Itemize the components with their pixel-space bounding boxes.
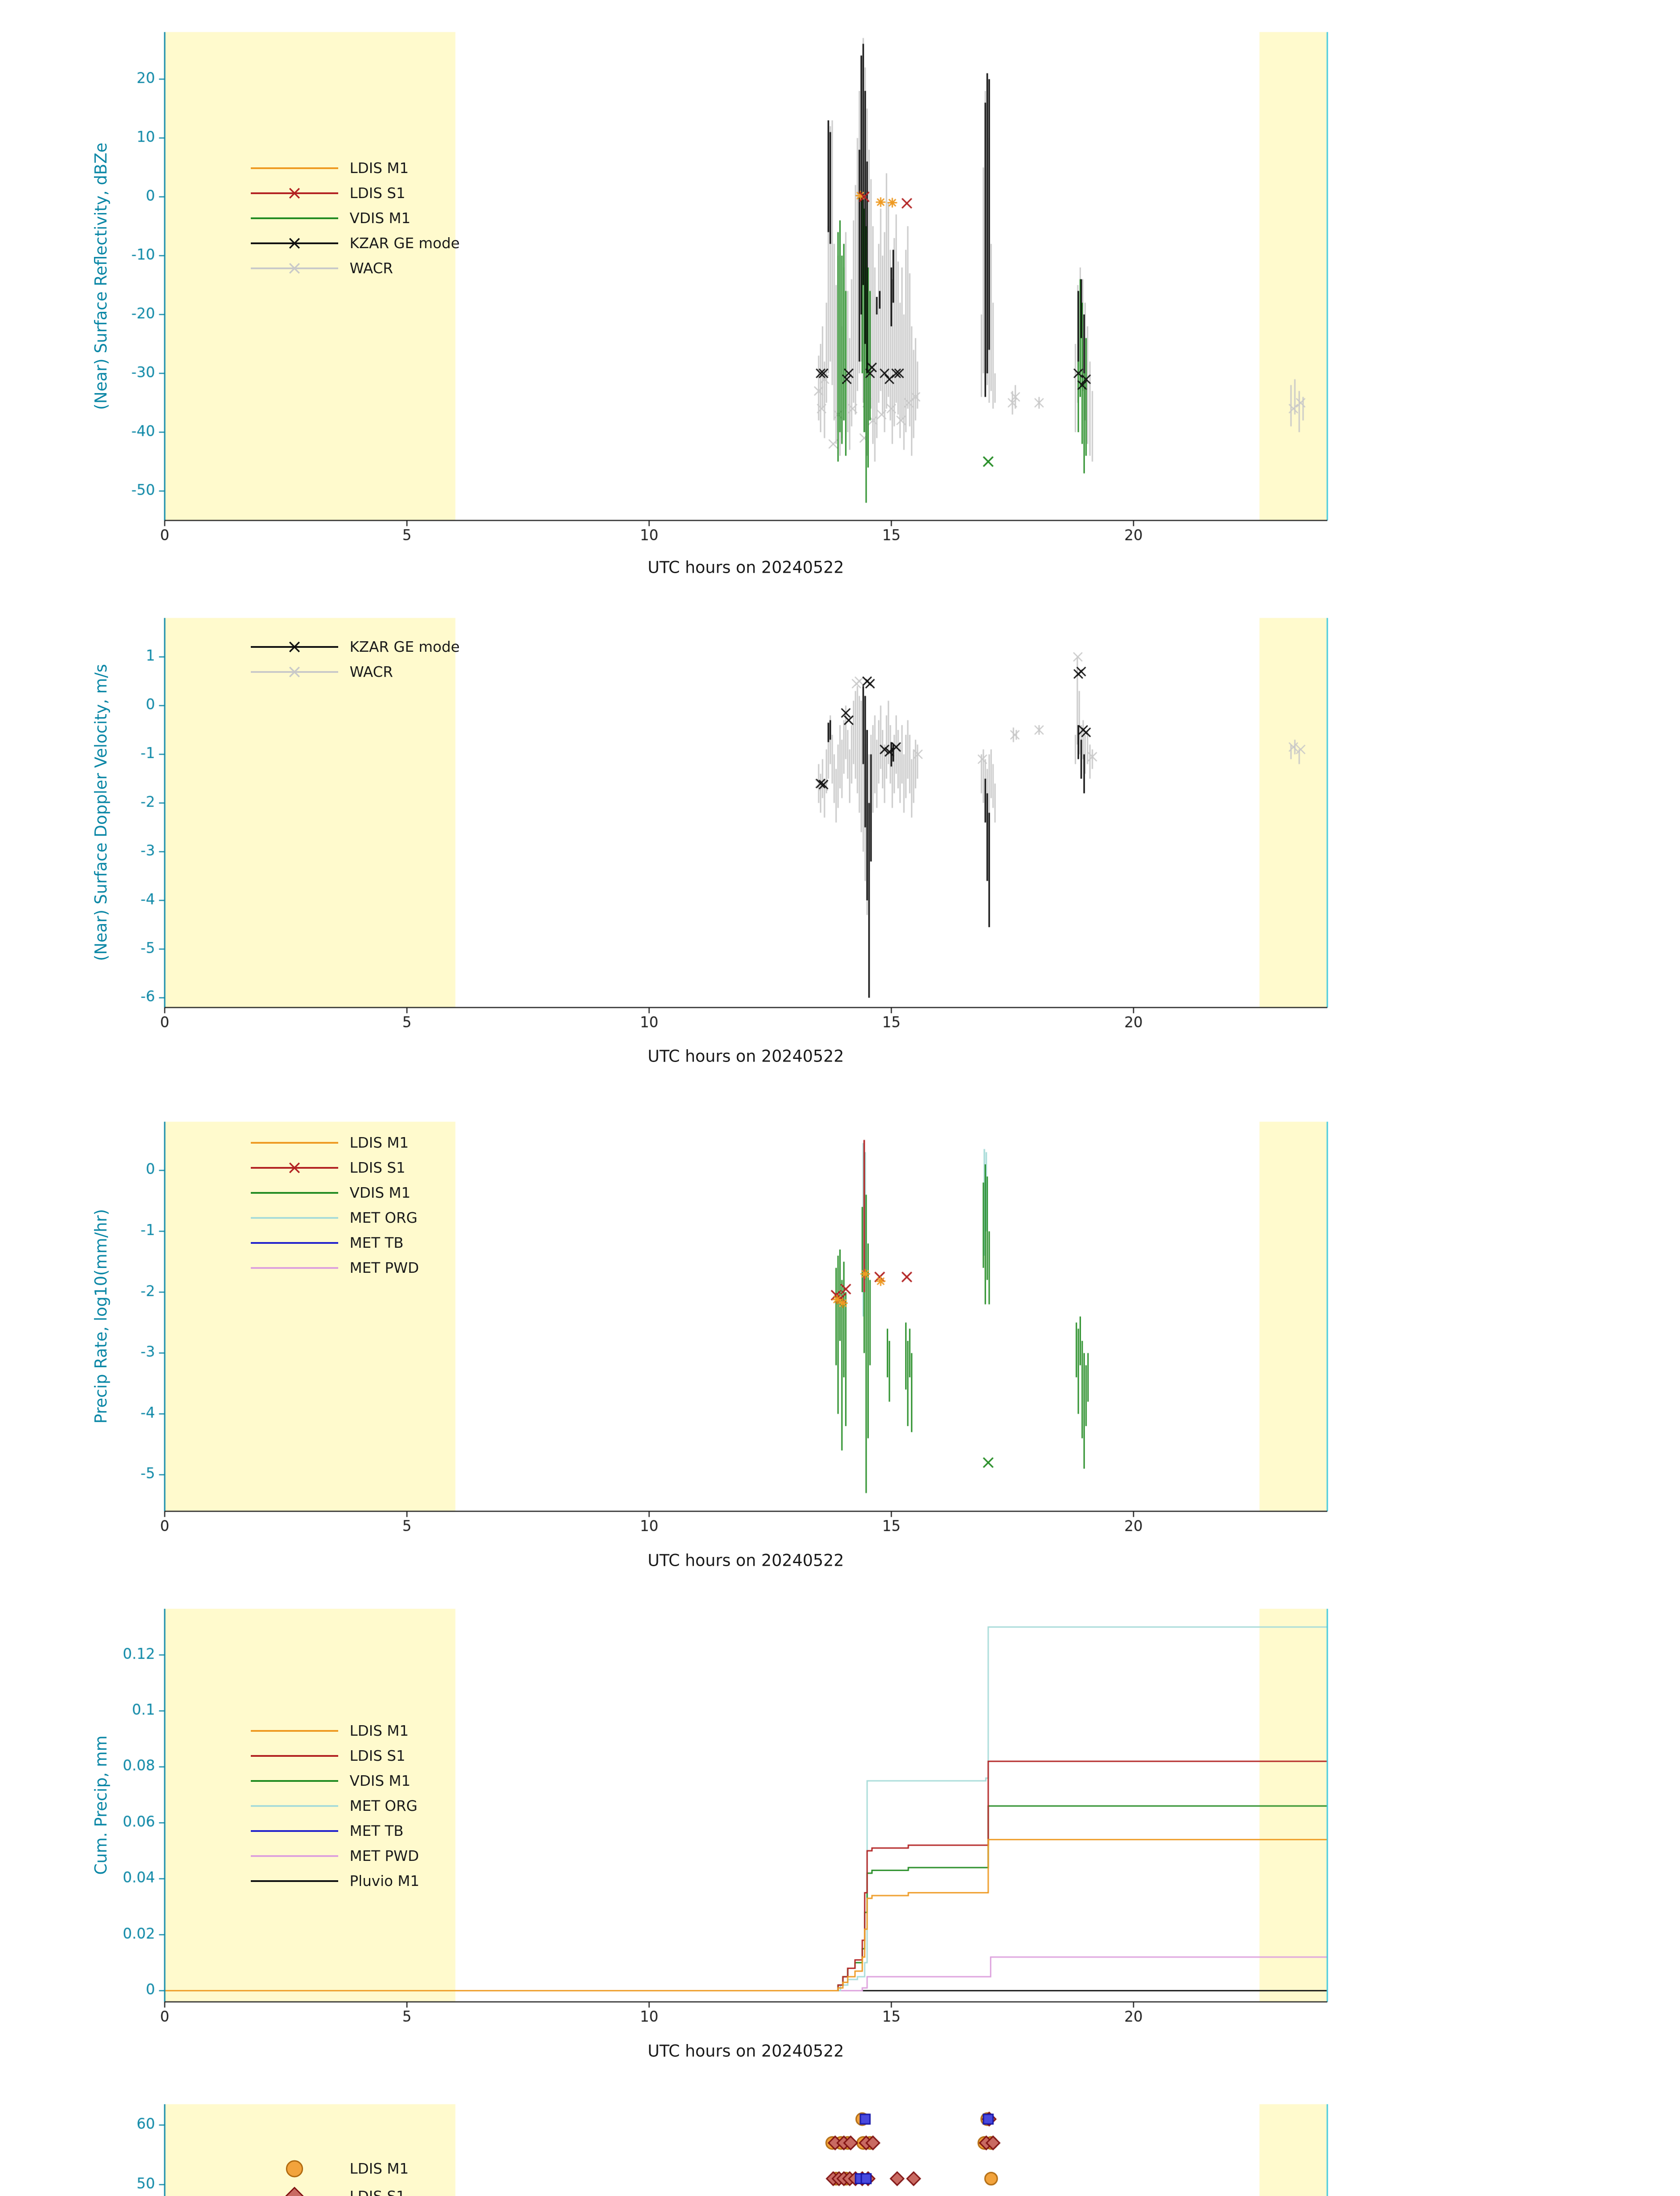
legend-item: LDIS S1 (249, 1743, 419, 1768)
legend-swatch (251, 1242, 338, 1244)
legend-label: Pluvio M1 (350, 1872, 419, 1889)
legend-item: KZAR GE mode (249, 231, 460, 256)
legend-reflectivity: LDIS M1 LDIS S1 VDIS M1 KZAR GE mode WACR (249, 155, 460, 281)
legend-label: MET PWD (350, 1847, 419, 1864)
legend-label: KZAR GE mode (350, 638, 460, 655)
legend-label: LDIS M1 (350, 1722, 409, 1739)
legend-item: MET PWD (249, 1843, 419, 1868)
legend-swatch (251, 217, 338, 219)
x-axis-label-panel-4: UTC hours on 20240522 (647, 2041, 844, 2061)
legend-swatch (251, 666, 338, 677)
legend-item: MET ORG (249, 1205, 419, 1230)
legend-item: VDIS M1 (249, 1768, 419, 1793)
legend-swatch (251, 1880, 338, 1882)
legend-label: LDIS M1 (350, 2160, 409, 2177)
legend-swatch (251, 1805, 338, 1807)
x-axis-label-panel-2: UTC hours on 20240522 (647, 1047, 844, 1066)
legend-item: WACR (249, 256, 460, 281)
legend-label: WACR (350, 663, 393, 680)
legend-label: VDIS M1 (350, 1184, 411, 1201)
legend-swatch (251, 1780, 338, 1782)
y-axis-label-cum-precip: Cum. Precip, mm (91, 1735, 111, 1875)
legend-swatch (251, 1162, 338, 1173)
legend-item: LDIS S1 (249, 2182, 419, 2196)
legend-item: WACR (249, 659, 460, 684)
legend-cum-precip: LDIS M1 LDIS S1 VDIS M1 MET ORG MET TB MET PW… (249, 1718, 419, 1893)
legend-swatch (251, 1830, 338, 1832)
legend-swatch (251, 238, 338, 249)
legend-item: KZAR GE mode (249, 634, 460, 659)
legend-item: Pluvio M1 (249, 1868, 419, 1893)
legend-label: MET ORG (350, 1209, 418, 1226)
legend-swatch (251, 1755, 338, 1757)
legend-swatch (251, 263, 338, 274)
legend-swatch (251, 1267, 338, 1269)
legend-item: MET TB (249, 1230, 419, 1255)
legend-item: LDIS S1 (249, 1155, 419, 1180)
legend-label: LDIS S1 (350, 1159, 405, 1176)
legend-label: WACR (350, 260, 393, 277)
legend-label: VDIS M1 (350, 1772, 411, 1789)
legend-label: LDIS S1 (350, 184, 405, 202)
legend-swatch (251, 1217, 338, 1219)
legend-item: MET PWD (249, 1255, 419, 1280)
legend-label: MET TB (350, 1822, 404, 1839)
legend-precip-rate: LDIS M1 LDIS S1 VDIS M1 MET ORG MET TB MET PW… (249, 1130, 419, 1280)
legend-item: LDIS M1 (249, 2155, 419, 2182)
y-axis-label-reflectivity: (Near) Surface Reflectivity, dBZe (91, 142, 111, 410)
legend-swatch (251, 1730, 338, 1732)
legend-swatch (251, 1855, 338, 1857)
legend-item: LDIS M1 (249, 1130, 419, 1155)
legend-item: LDIS M1 (249, 1718, 419, 1743)
legend-doppler-velocity: KZAR GE mode WACR (249, 634, 460, 684)
legend-item: MET ORG (249, 1793, 419, 1818)
legend-swatch (251, 1141, 338, 1144)
y-axis-label-precip-rate: Precip Rate, log10(mm/hr) (91, 1209, 111, 1424)
legend-item: LDIS M1 (249, 155, 460, 181)
x-axis-label-panel-3: UTC hours on 20240522 (647, 1551, 844, 1570)
legend-label: KZAR GE mode (350, 235, 460, 252)
legend-item: MET TB (249, 1818, 419, 1843)
legend-swatch (286, 2160, 303, 2177)
legend-label: MET TB (350, 1234, 404, 1251)
legend-swatch (251, 641, 338, 652)
legend-swatch (251, 167, 338, 169)
legend-swatch (285, 2186, 304, 2196)
legend-label: LDIS S1 (350, 2188, 405, 2196)
legend-item: LDIS S1 (249, 181, 460, 206)
legend-swatch (251, 1192, 338, 1194)
legend-label: MET PWD (350, 1259, 419, 1276)
legend-label: LDIS M1 (350, 1134, 409, 1151)
legend-label: LDIS S1 (350, 1747, 405, 1764)
legend-swatch (251, 188, 338, 199)
legend-item: VDIS M1 (249, 1180, 419, 1205)
legend-label: LDIS M1 (350, 159, 409, 177)
y-axis-label-doppler-velocity: (Near) Surface Doppler Velocity, m/s (91, 664, 111, 961)
legend-item: VDIS M1 (249, 206, 460, 231)
legend-label: MET ORG (350, 1797, 418, 1814)
legend-label: VDIS M1 (350, 209, 411, 227)
x-axis-label-panel-1: UTC hours on 20240522 (647, 558, 844, 577)
